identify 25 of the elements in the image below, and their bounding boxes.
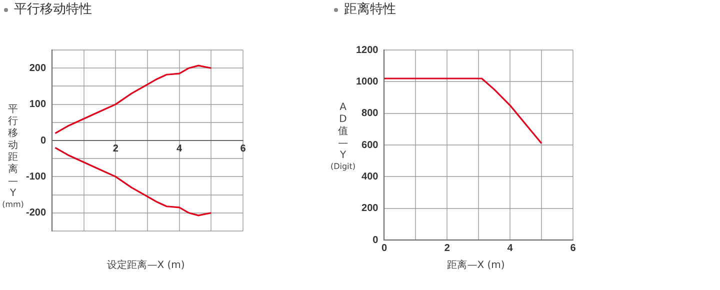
y-tick-label: 400 [362,171,379,182]
y-tick-label: 200 [29,62,46,74]
y-tick-label: 800 [362,108,379,120]
y-tick-label: 0 [40,135,46,146]
y-tick-label: -200 [26,208,46,219]
x-tick-label: 2 [112,143,119,154]
x-tick-label: 4 [507,242,514,254]
chart-title: 距离特性 [344,1,396,18]
x-axis-title: 距离—X (m) [446,258,506,272]
x-tick-label: 4 [176,143,183,154]
x-tick-label: 6 [240,143,246,154]
y-tick-label: -100 [26,171,46,182]
y-tick-label: 100 [29,99,46,110]
x-tick-label: 6 [570,242,576,254]
x-tick-label: 2 [444,242,450,254]
y-tick-label: 200 [362,203,379,214]
y-tick-label: 600 [362,140,379,151]
y-axis-title: AD值—Y (Digit) [330,102,356,171]
chart-title: 平行移动特性 [14,1,92,18]
text: 平行移动距离—Y (mm) [2,104,24,209]
y-tick-label: 0 [372,234,379,246]
x-tick-label: 0 [381,242,388,254]
y-tick-label: 1200 [356,44,379,56]
y-tick-label: 1000 [356,76,379,88]
x-axis-title: 设定距离—X (m) [106,258,186,272]
